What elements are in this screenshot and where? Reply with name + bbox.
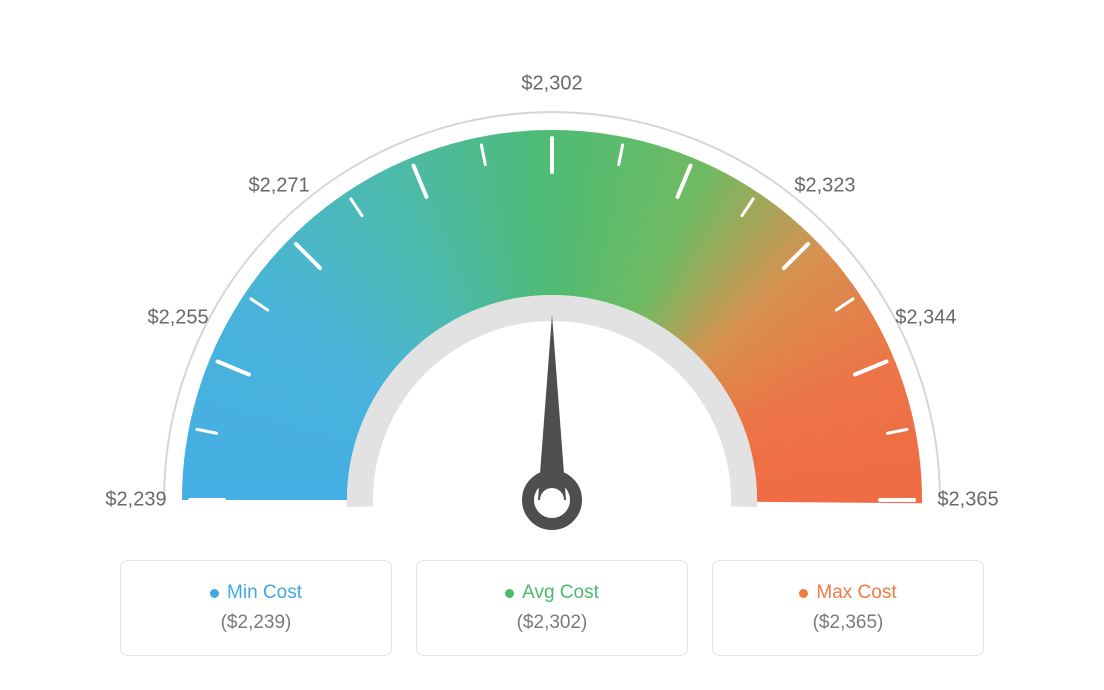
gauge-tick-label: $2,365 xyxy=(937,489,998,512)
gauge-tick-label: $2,302 xyxy=(521,73,582,96)
gauge-svg xyxy=(122,40,982,560)
legend-title-avg: Avg Cost xyxy=(505,582,599,604)
legend-title-min: Min Cost xyxy=(210,582,302,604)
legend-value-avg: ($2,302) xyxy=(517,612,588,634)
legend-box-max: Max Cost ($2,365) xyxy=(712,560,984,656)
legend-value-max: ($2,365) xyxy=(813,612,884,634)
legend-dot-max xyxy=(799,589,808,598)
gauge-tick-label: $2,239 xyxy=(105,489,166,512)
legend-row: Min Cost ($2,302) ($2,239) Avg Cost ($2,… xyxy=(120,560,984,656)
legend-title-max: Max Cost xyxy=(799,582,896,604)
legend-box-avg: Avg Cost ($2,302) xyxy=(416,560,688,656)
gauge-tick-label: $2,271 xyxy=(248,175,309,198)
legend-label-max: Max Cost xyxy=(816,582,896,604)
legend-dot-min xyxy=(210,589,219,598)
legend-value-min: ($2,239) xyxy=(221,612,292,634)
legend-dot-avg xyxy=(505,589,514,598)
gauge-chart: $2,239$2,255$2,271$2,302$2,323$2,344$2,3… xyxy=(122,40,982,565)
gauge-tick-label: $2,255 xyxy=(148,306,209,329)
legend-box-min: Min Cost ($2,302) ($2,239) xyxy=(120,560,392,656)
legend-label-min: Min Cost xyxy=(227,582,302,604)
gauge-tick-label: $2,323 xyxy=(794,175,855,198)
legend-label-avg: Avg Cost xyxy=(522,582,599,604)
gauge-tick-label: $2,344 xyxy=(895,306,956,329)
